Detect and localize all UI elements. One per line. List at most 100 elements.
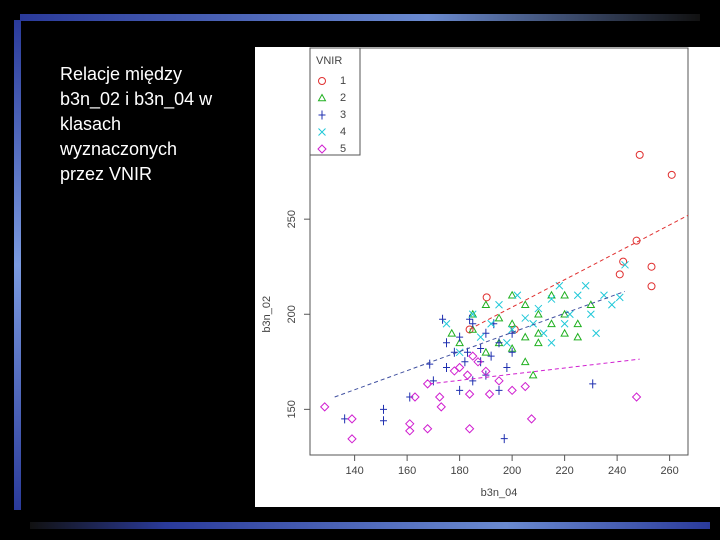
point [573,319,583,328]
point [477,343,485,353]
point [608,300,616,309]
point [495,338,503,348]
point [589,379,597,389]
point [482,293,491,302]
point [560,290,569,299]
point [380,404,387,414]
legend-label: 5 [340,143,346,155]
point [319,402,330,412]
point [469,319,477,329]
point [422,424,433,434]
point [481,300,491,309]
point [456,385,464,395]
point [520,381,530,392]
point [507,385,517,396]
point [619,257,628,266]
point [318,110,326,120]
point [468,351,478,361]
point [434,392,445,402]
point [405,426,415,436]
y-tick-label: 250 [286,210,298,228]
point [495,385,503,395]
point [508,347,516,357]
point [487,351,495,361]
point [456,332,464,342]
point [526,414,537,424]
point [581,281,590,290]
point [468,324,478,333]
point [503,338,511,347]
point [494,376,504,386]
point [436,402,446,412]
point [508,328,516,338]
trend-line [469,214,689,330]
point [534,328,543,337]
point [586,300,596,309]
point [547,290,556,299]
point [487,319,495,328]
legend-label: 2 [340,92,346,104]
point [547,295,556,303]
point [318,77,326,85]
legend-title: VNIR [316,55,342,67]
point [615,270,624,279]
point [466,314,474,324]
text-line: Relacje między [60,64,183,84]
point [534,309,543,318]
point [317,93,327,102]
point [422,379,433,389]
point [447,328,457,337]
point [406,392,414,402]
point [380,416,387,426]
text-line: klasach [60,114,122,134]
point [443,338,450,348]
trend-line [429,358,640,385]
point [464,347,471,357]
x-tick-label: 220 [555,465,573,477]
point [477,357,485,367]
point [539,329,548,338]
y-tick-label: 150 [286,400,298,418]
decor-bar [20,14,700,21]
x-tick-label: 240 [608,465,626,477]
point [560,328,569,337]
point [503,363,511,373]
decor-bar [14,20,21,510]
plot-frame [309,47,689,456]
point [405,419,415,429]
y-axis-label: b3n_02 [261,296,273,333]
point [426,359,434,369]
legend-label: 3 [340,109,346,121]
point [507,290,517,299]
point [534,304,543,313]
legend: VNIR 1 2 3 4 5 [309,47,361,156]
point [500,434,508,444]
slide-text: Relacje między b3n_02 i b3n_04 w klasach wy… [60,62,212,187]
point [547,319,556,328]
point [534,338,543,347]
chart: 140 160 180 200 220 240 260 150 200 250 b3n_04 b3n_… [255,47,720,507]
point [439,314,447,324]
point [442,319,451,328]
point [481,366,491,377]
point [484,389,495,399]
text-line: b3n_02 i b3n_04 w [60,89,213,109]
point [468,309,478,318]
point [482,328,490,338]
point [341,414,349,424]
point [513,291,522,300]
point [476,333,485,341]
point [547,338,556,347]
x-tick-label: 260 [660,465,678,477]
point [464,389,475,399]
point [454,362,465,373]
x-tick-label: 180 [450,465,468,477]
point [347,434,357,444]
x-axis-label: b3n_04 [481,487,518,499]
point [521,314,530,322]
point [465,325,474,334]
trend-line [334,290,625,398]
point [495,300,503,309]
decor-bar [30,522,710,529]
y-tick-label: 200 [286,305,298,323]
